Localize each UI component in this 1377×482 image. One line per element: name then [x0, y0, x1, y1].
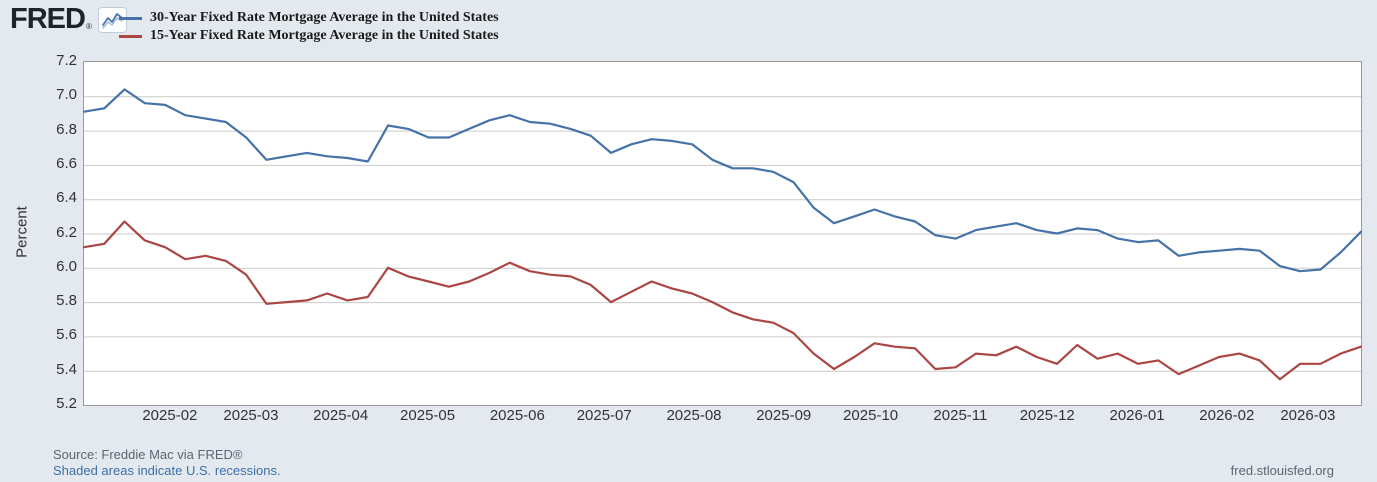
y-tick-label: 6.4 — [56, 189, 77, 207]
y-tick-label: 5.2 — [56, 395, 77, 412]
x-tick-label: 2025-12 — [1019, 407, 1075, 424]
x-tick-label: 2025-08 — [666, 407, 722, 424]
y-tick-label: 7.2 — [56, 52, 77, 69]
legend-label-15-year: 15-Year Fixed Rate Mortgage Average in t… — [150, 28, 499, 43]
plot-area — [82, 61, 1363, 406]
fred-sparkline-icon — [97, 7, 127, 33]
fred-logo: FRED ® — [10, 4, 127, 34]
x-tick-label: 2025-06 — [489, 407, 545, 424]
x-tick-label: 2025-03 — [223, 407, 279, 424]
x-tick-label: 2025-05 — [400, 407, 456, 424]
registered-mark: ® — [85, 22, 92, 31]
legend-item-30-year: 30-Year Fixed Rate Mortgage Average in t… — [119, 9, 499, 27]
x-tick-label: 2025-02 — [142, 407, 198, 424]
y-tick-label: 6.0 — [56, 257, 77, 275]
chart-legend: 30-Year Fixed Rate Mortgage Average in t… — [119, 9, 499, 45]
series-line-15-year — [82, 220, 1363, 381]
y-tick-label: 5.4 — [56, 360, 77, 378]
x-tick-label: 2025-10 — [843, 407, 899, 424]
series-line-30-year — [82, 88, 1363, 273]
legend-label-30-year: 30-Year Fixed Rate Mortgage Average in t… — [150, 10, 499, 25]
footer-source-text: Source: Freddie Mac via FRED® — [53, 447, 243, 462]
legend-item-15-year: 15-Year Fixed Rate Mortgage Average in t… — [119, 27, 499, 45]
x-tick-label: 2025-04 — [313, 407, 369, 424]
y-tick-label: 6.8 — [56, 120, 77, 138]
x-tick-label: 2025-11 — [933, 407, 988, 424]
x-tick-label: 2026-02 — [1199, 407, 1255, 424]
plot-svg — [82, 88, 1363, 381]
recessions-link[interactable]: Shaded areas indicate U.S. recessions. — [53, 463, 281, 478]
x-tick-label: 2026-01 — [1109, 407, 1165, 424]
legend-swatch-15-year — [119, 34, 142, 38]
fred-logo-text: FRED — [10, 3, 86, 35]
y-tick-label: 6.6 — [56, 154, 77, 172]
x-tick-label: 2025-09 — [756, 407, 812, 424]
x-tick-label: 2026-03 — [1280, 407, 1336, 424]
footer-site-text: fred.stlouisfed.org — [1230, 463, 1334, 478]
legend-swatch-30-year — [119, 16, 142, 20]
x-tick-label: 2025-07 — [576, 407, 632, 424]
y-tick-label: 7.0 — [56, 86, 77, 104]
y-tick-label: 6.2 — [56, 223, 77, 241]
y-tick-label: 5.8 — [56, 292, 77, 310]
y-tick-label: 5.6 — [56, 326, 77, 344]
